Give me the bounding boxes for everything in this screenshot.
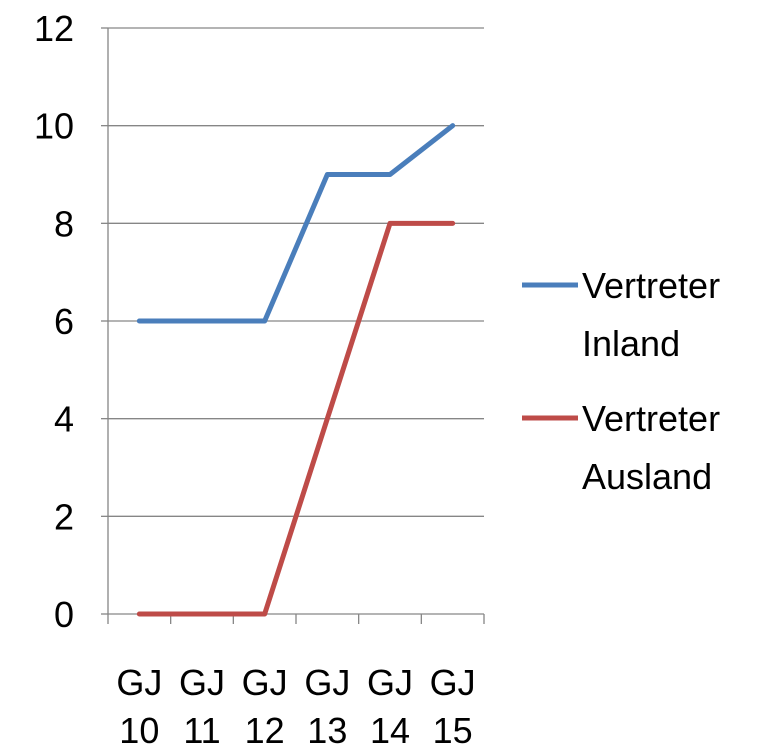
x-tick-label-line: 14	[370, 710, 410, 751]
y-tick-labels: 0 2 4 6 8 10 12	[34, 8, 74, 635]
series-line-0	[136, 123, 456, 324]
series-line-1	[136, 220, 456, 617]
x-tick-label-line: GJ	[116, 662, 162, 703]
y-tick-label: 2	[54, 496, 74, 537]
x-tick-label-line: 15	[433, 710, 473, 751]
x-tick-label-line: 12	[245, 710, 285, 751]
legend-label-line: Vertreter	[582, 398, 720, 439]
legend-label-line: Ausland	[582, 456, 712, 497]
gridlines	[108, 27, 484, 517]
y-tick-label: 8	[54, 203, 74, 244]
legend-label-0: Vertreter Inland	[582, 265, 720, 364]
legend-label-1: Vertreter Ausland	[582, 398, 720, 497]
legend: Vertreter Inland Vertreter Ausland	[522, 265, 720, 497]
x-tick-label: GJ 14	[367, 662, 413, 751]
x-tick-label: GJ 12	[242, 662, 288, 751]
x-tick-label: GJ 15	[430, 662, 476, 751]
legend-label-line: Vertreter	[582, 265, 720, 306]
x-tick-label: GJ 11	[179, 662, 225, 751]
y-tick-label: 12	[34, 8, 74, 49]
y-tick-label: 0	[54, 594, 74, 635]
x-tick-label-line: 13	[307, 710, 347, 751]
y-tick-label: 4	[54, 399, 74, 440]
x-tick-label: GJ 10	[116, 662, 162, 751]
legend-label-line: Inland	[582, 323, 680, 364]
x-tick-label-line: GJ	[367, 662, 413, 703]
y-tick-label: 10	[34, 106, 74, 147]
x-tick-label: GJ 13	[304, 662, 350, 751]
y-tick-label: 6	[54, 301, 74, 342]
x-tick-labels: GJ 10 GJ 11 GJ 12 GJ 13 GJ 14 GJ 15	[116, 662, 475, 751]
x-tick-label-line: GJ	[304, 662, 350, 703]
x-tick-label-line: GJ	[179, 662, 225, 703]
x-tick-label-line: GJ	[430, 662, 476, 703]
x-tick-label-line: GJ	[242, 662, 288, 703]
x-tick-label-line: 10	[119, 710, 159, 751]
x-tick-label-line: 11	[183, 710, 220, 751]
series-lines	[136, 123, 456, 617]
